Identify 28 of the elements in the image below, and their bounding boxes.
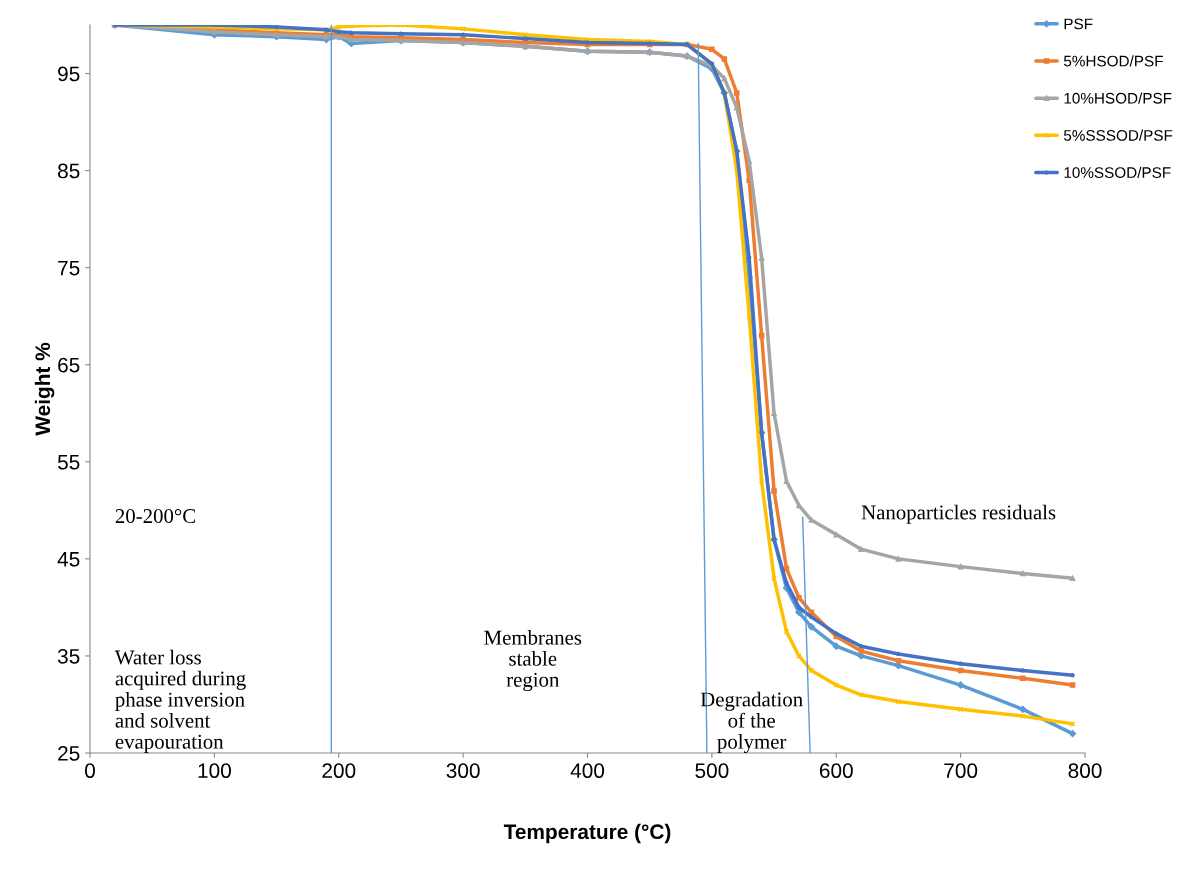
legend-label: 10%HSOD/PSF xyxy=(1064,92,1172,104)
annotation: Membranes stable region xyxy=(484,630,582,692)
y-tick-label: 85 xyxy=(58,163,80,179)
legend-label: PSF xyxy=(1064,18,1093,30)
y-tick-label: 35 xyxy=(57,648,80,664)
x-tick-label: 400 xyxy=(570,763,605,779)
legend-label: 5%HSOD/PSF xyxy=(1063,55,1163,67)
y-tick-label: 75 xyxy=(58,260,80,276)
x-tick-label: 800 xyxy=(1068,763,1102,779)
y-tick-label: 65 xyxy=(58,357,80,373)
y-tick-label: 25 xyxy=(58,746,80,761)
legend-label: 5%SSSOD/PSF xyxy=(1063,129,1173,141)
y-tick-label: 95 xyxy=(58,66,80,82)
x-tick-label: 100 xyxy=(198,763,231,779)
x-tick-label: 600 xyxy=(819,763,853,779)
x-tick-label: 0 xyxy=(85,763,95,779)
x-tick-label: 300 xyxy=(446,763,480,779)
x-tick-label: 200 xyxy=(322,763,356,779)
annotation: Water loss acquired during phase inversion and solvent evapouration xyxy=(114,649,246,753)
annotation: 20-200°C xyxy=(115,509,195,524)
y-tick-label: 55 xyxy=(57,455,80,470)
legend-label: 10%SSOD/PSF xyxy=(1064,166,1171,178)
x-tick-label: 500 xyxy=(695,763,729,779)
y-tick-label: 45 xyxy=(57,552,80,567)
annotation: Nanoparticles residuals xyxy=(861,504,1056,524)
y-axis-title: Weight % xyxy=(34,342,55,436)
x-axis-title: Temperature (°C) xyxy=(503,823,671,844)
x-tick-label: 700 xyxy=(944,763,978,779)
